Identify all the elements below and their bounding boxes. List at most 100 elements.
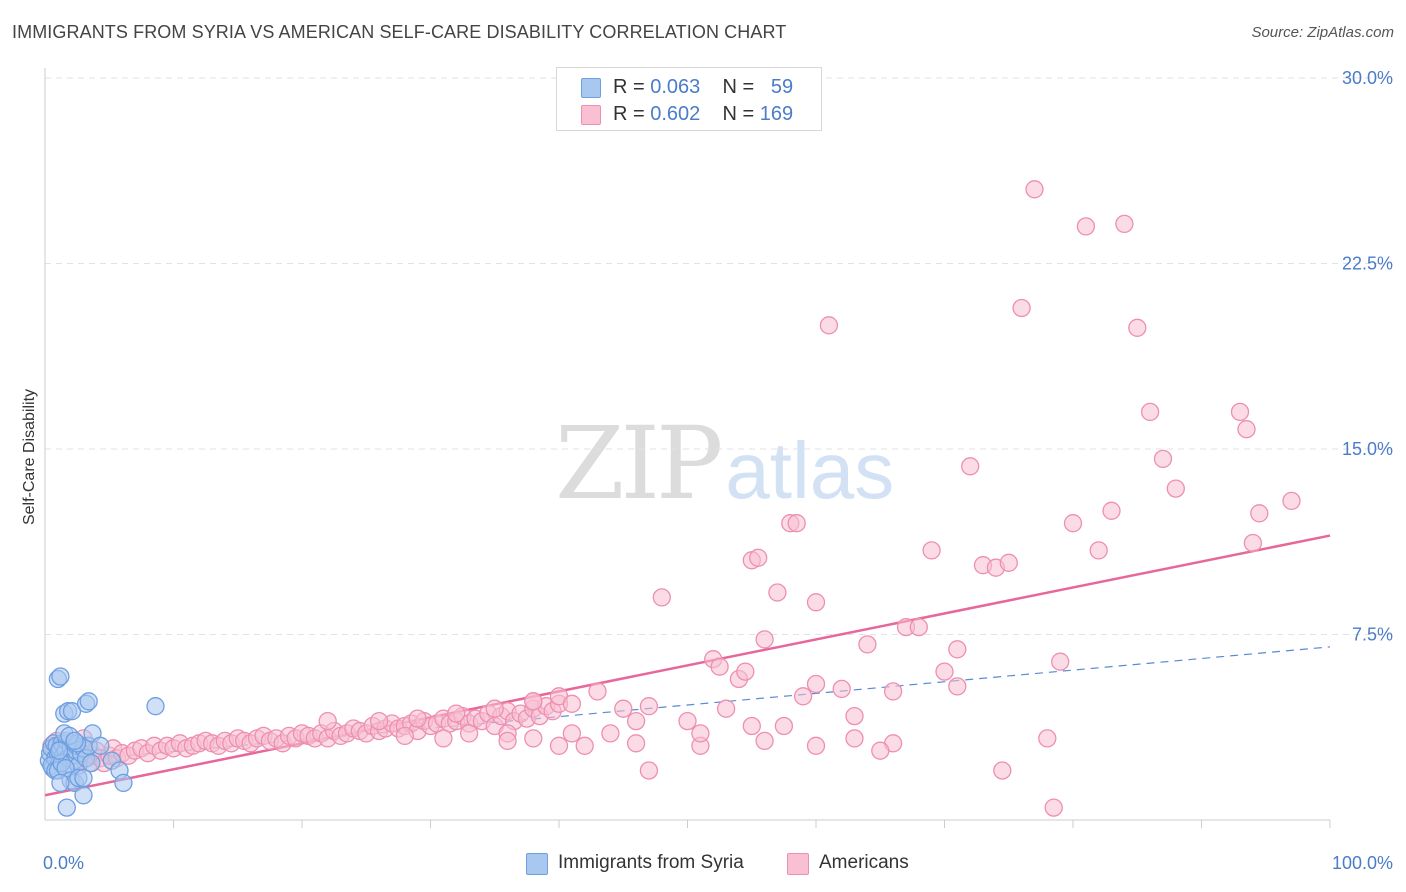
stats-n-value: 169 [759, 103, 794, 125]
data-point [1128, 318, 1147, 337]
data-point [1243, 533, 1263, 553]
data-point [845, 729, 864, 748]
data-point [1012, 298, 1031, 318]
data-point [626, 734, 646, 753]
watermark-atlas: atlas [725, 426, 895, 515]
y-tick-label: 22.5% [1342, 254, 1393, 274]
data-point [819, 316, 839, 335]
data-point [498, 731, 517, 751]
data-point [1140, 402, 1160, 422]
stats-swatch-americans [581, 105, 601, 125]
data-point [948, 640, 967, 659]
data-point [588, 682, 607, 701]
tick-labels: 7.5% 15.0% 22.5% 30.0% 0.0% 100.0% [43, 68, 1393, 873]
legend-label-syria: Immigrants from Syria [558, 852, 744, 873]
chart-title: IMMIGRANTS FROM SYRIA VS AMERICAN SELF-C… [12, 22, 787, 42]
data-point [562, 724, 582, 743]
data-point [922, 541, 941, 560]
data-point [1250, 504, 1269, 523]
x-tick-label: 0.0% [43, 853, 84, 873]
data-point [318, 711, 337, 731]
stats-swatch-syria [581, 78, 601, 98]
data-point [774, 716, 794, 736]
data-point [736, 662, 755, 681]
grid [45, 77, 1392, 635]
data-point [755, 630, 774, 649]
data-point [575, 736, 594, 755]
data-point [639, 697, 659, 716]
data-point [434, 729, 453, 748]
data-point [716, 699, 736, 718]
data-point [1044, 798, 1063, 817]
data-point [1063, 514, 1083, 533]
data-point [79, 692, 98, 711]
data-point [74, 786, 93, 805]
data-point [652, 588, 671, 607]
stats-r-label: R = [613, 76, 651, 98]
data-point [1102, 501, 1121, 520]
data-point [447, 704, 466, 723]
stats-r-value: 0.063 [650, 76, 701, 98]
data-point [883, 682, 903, 701]
data-point [806, 674, 826, 694]
x-tick-label: 100.0% [1332, 853, 1393, 873]
data-point [114, 773, 133, 793]
data-point [993, 761, 1012, 780]
data-point [51, 667, 70, 686]
data-point [524, 692, 543, 711]
series-syria [39, 667, 165, 817]
stats-n-label: N = [722, 103, 760, 125]
legend-swatch-americans [787, 853, 809, 875]
data-point [82, 753, 101, 773]
data-point [614, 699, 633, 718]
y-axis-label: Self-Care Disability [21, 389, 38, 525]
data-point [49, 741, 69, 760]
stats-n-value: 59 [770, 76, 794, 98]
data-point [793, 687, 813, 706]
axes [44, 68, 1331, 828]
data-point [562, 694, 582, 713]
y-tick-label: 30.0% [1342, 68, 1393, 88]
data-point [1115, 214, 1134, 234]
stats-r-label: R = [613, 103, 651, 125]
data-point [768, 583, 787, 602]
data-point [1282, 491, 1301, 511]
data-point [459, 724, 479, 743]
data-point [1025, 180, 1044, 199]
data-point [549, 736, 569, 755]
data-point [51, 773, 70, 793]
stats-box: R = 0.063 N = 59 R = 0.602 N = 169 [556, 67, 822, 131]
data-point [1089, 541, 1108, 560]
data-points [39, 180, 1301, 817]
data-point [858, 635, 877, 654]
data-point [948, 677, 967, 696]
data-point [1230, 402, 1250, 422]
data-point [626, 711, 646, 731]
data-point [755, 731, 774, 751]
data-point [1153, 449, 1173, 469]
data-point [935, 662, 954, 681]
data-point [691, 724, 710, 743]
data-point [369, 711, 389, 731]
data-point [1038, 729, 1057, 748]
watermark-zip: ZIP [555, 405, 723, 522]
data-point [408, 709, 427, 728]
source-label: Source: ZipAtlas.com [1251, 24, 1394, 41]
data-point [57, 798, 76, 817]
data-point [806, 593, 826, 612]
data-point [749, 548, 768, 567]
data-point [91, 736, 110, 755]
data-point [146, 697, 165, 716]
data-point [961, 457, 980, 476]
data-point [806, 736, 826, 755]
data-point [710, 657, 729, 676]
data-point [909, 617, 928, 637]
data-point [601, 724, 620, 743]
data-point [485, 699, 504, 718]
data-point [871, 741, 890, 760]
data-point [74, 768, 93, 788]
trend-line-americans [44, 534, 1331, 797]
watermark: ZIPatlas [555, 405, 894, 522]
data-point [678, 711, 697, 731]
stats-n-label: N = [722, 76, 760, 98]
